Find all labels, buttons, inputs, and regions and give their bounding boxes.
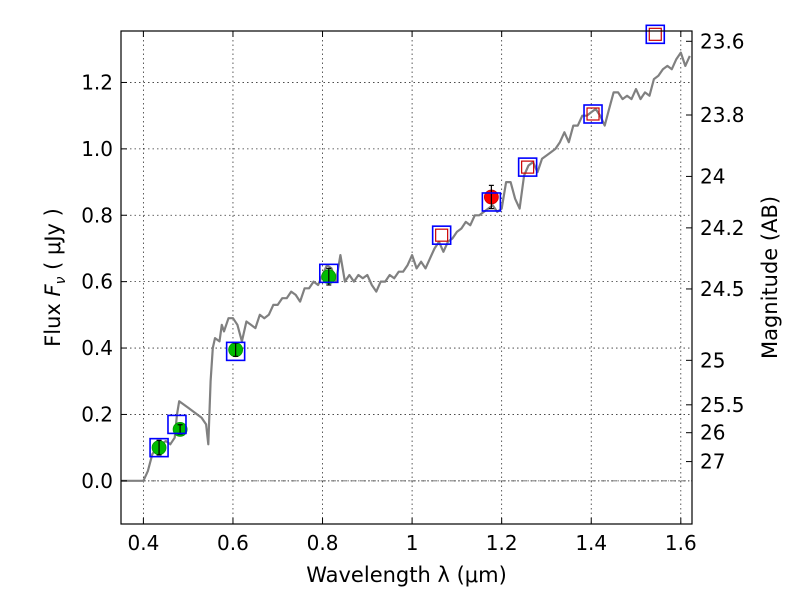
mag-tick-label: 25.5 <box>700 393 745 417</box>
spectrum-line <box>121 51 691 482</box>
x-tick-label: 1.2 <box>486 531 518 555</box>
y-tick-label: 1.2 <box>81 70 113 94</box>
red-square-marker <box>586 107 600 121</box>
mag-tick-label: 25 <box>700 348 725 372</box>
blue-square-marker <box>583 104 603 124</box>
y-tick-label: 0.2 <box>81 402 113 426</box>
red-square-marker <box>648 27 662 41</box>
blue-square-marker <box>225 341 246 362</box>
mag-tick-label: 24 <box>700 164 725 188</box>
blue-square-marker <box>431 225 452 245</box>
blue-square-marker <box>149 437 169 458</box>
blue-square-marker <box>517 157 538 177</box>
x-tick-label: 0.6 <box>217 531 249 555</box>
red-square-marker <box>435 228 449 242</box>
x-tick-label: 1.4 <box>575 531 607 555</box>
red-square-marker <box>521 160 535 174</box>
y-tick-label: 0.8 <box>81 203 113 227</box>
y-tick-label: 0.0 <box>81 469 113 493</box>
x-axis-label: Wavelength λ (μm) <box>306 563 507 587</box>
mag-tick-label: 24.2 <box>700 216 745 240</box>
mag-tick-label: 26 <box>700 421 725 445</box>
blue-square-marker <box>645 24 666 45</box>
blue-square-marker <box>318 263 339 284</box>
blue-square-marker <box>481 192 502 212</box>
blue-square-marker <box>167 414 187 435</box>
y2-axis-label: Magnitude (AB) <box>758 196 782 359</box>
x-tick-label: 1 <box>406 531 419 555</box>
plot-frame <box>120 30 693 525</box>
x-tick-label: 1.6 <box>665 531 697 555</box>
axis-ticks: 0.4 0.6 0.8 1 1.2 1.4 1.6 0.0 0.2 0.4 0.6 0.8 1.0 1.2… <box>81 29 744 555</box>
model-spectrum <box>121 51 691 482</box>
mag-tick-label: 24.5 <box>700 277 745 301</box>
x-tick-label: 0.8 <box>307 531 339 555</box>
photometry-markers <box>149 24 666 458</box>
y-tick-label: 0.4 <box>81 336 113 360</box>
mag-tick-label: 23.6 <box>700 29 745 53</box>
y-tick-label: 0.6 <box>81 270 113 294</box>
x-tick-label: 0.4 <box>127 531 159 555</box>
mag-tick-label: 27 <box>700 450 725 474</box>
y-tick-label: 1.0 <box>81 137 113 161</box>
grid <box>121 31 692 524</box>
y-axis-label: Flux Fν ( μJy ) <box>41 208 69 347</box>
mag-tick-label: 23.8 <box>700 103 745 127</box>
